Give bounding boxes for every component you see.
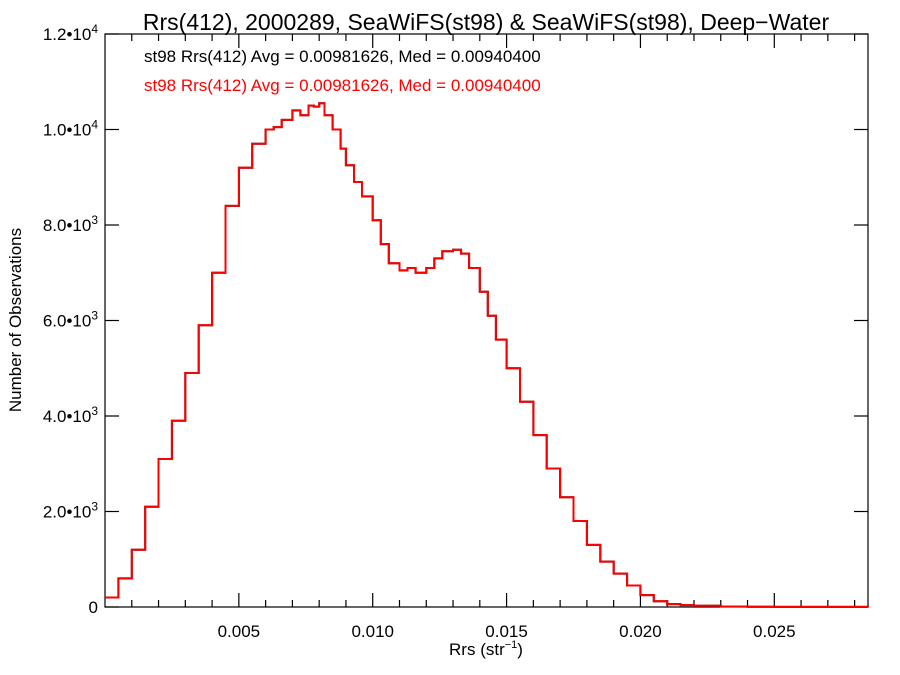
x-tick-label-2: 0.015: [485, 622, 528, 641]
x-tick-label-0: 0.005: [218, 622, 261, 641]
y-tick-label-5: 1.0•104: [43, 118, 99, 140]
x-axis-ticks: 0.005 0.010 0.015 0.020 0.025: [131, 34, 856, 641]
x-axis-title-end: ): [517, 640, 523, 659]
annotation-black: st98 Rrs(412) Avg = 0.00981626, Med = 0.…: [144, 47, 541, 66]
plot-frame: [104, 33, 869, 608]
chart-title: Rrs(412), 2000289, SeaWiFS(st98) & SeaWi…: [143, 9, 830, 35]
annotation-red: st98 Rrs(412) Avg = 0.00981626, Med = 0.…: [144, 76, 541, 95]
y-axis-title: Number of Observations: [6, 228, 25, 412]
series-line-black: [105, 102, 869, 608]
x-axis-title-main: Rrs (str: [449, 640, 505, 659]
x-tick-label-1: 0.010: [351, 622, 394, 641]
y-tick-label-3: 6.0•103: [43, 309, 99, 331]
x-axis-title: Rrs (str−1): [449, 639, 523, 659]
x-tick-label-3: 0.020: [619, 622, 662, 641]
x-tick-label-4: 0.025: [753, 622, 796, 641]
y-tick-label-6: 1.2•104: [43, 22, 99, 44]
y-axis-ticks: 0 2.0•103 4.0•103 6.0•103 8.0•103 1.0•104 1.2•…: [43, 22, 868, 617]
series-line-red: [105, 102, 869, 608]
y-tick-label-0: 0: [89, 598, 98, 617]
x-axis-title-sup: −1: [505, 639, 518, 651]
y-tick-label-1: 2.0•103: [43, 500, 99, 522]
y-tick-label-4: 8.0•103: [43, 213, 99, 235]
y-tick-label-2: 4.0•103: [43, 404, 99, 426]
